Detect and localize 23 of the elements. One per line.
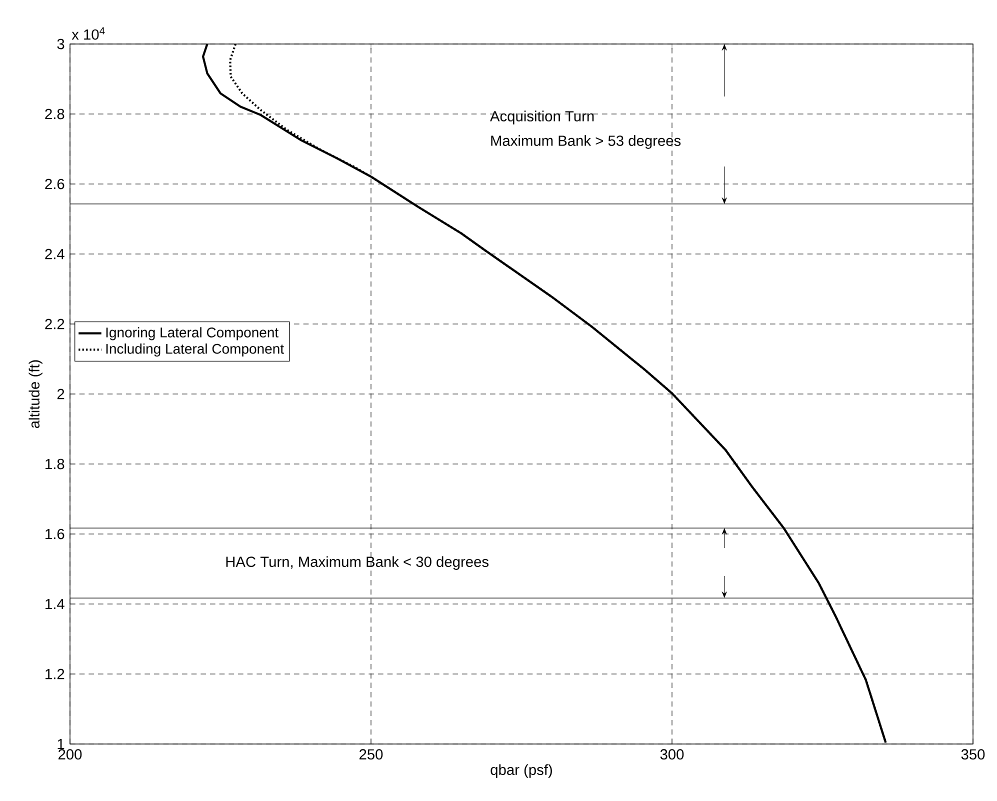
y-tick-label: 2.6 — [45, 178, 64, 190]
y-tick-label: 1 — [58, 738, 64, 750]
x-tick-label: 200 — [58, 749, 82, 760]
y-tick-label: 2.8 — [45, 108, 64, 120]
y-tick-label: 1.8 — [46, 458, 64, 470]
y-tick-label: 3 — [57, 38, 64, 50]
x-tick-label: 250 — [360, 749, 383, 760]
y-axis-title: altitude (ft) — [28, 360, 42, 428]
y-tick-label: 2 — [57, 388, 64, 400]
x-tick-label: 300 — [660, 749, 684, 760]
text: x 10$^{4}$ — [72, 27, 105, 40]
annotation: Acquisition Turn — [490, 110, 594, 124]
annotation: HAC Turn, Maximum Bank < 30 degrees — [226, 556, 488, 570]
y-tick-label: 1.4 — [46, 598, 64, 610]
annotation: Maximum Bank > 53 degrees — [491, 135, 681, 149]
legend-label: Ignoring Lateral Component — [106, 327, 278, 340]
x-axis-title: qbar (psf) — [490, 764, 552, 778]
y-tick-label: 2.2 — [45, 318, 64, 330]
y-tick-label: 2.4 — [45, 248, 64, 260]
y-tick-label: 1.6 — [46, 528, 64, 540]
x-tick-label: 350 — [961, 749, 985, 760]
y-tick-label: 1.2 — [46, 668, 64, 680]
legend-label: Including Lateral Component — [106, 344, 284, 357]
